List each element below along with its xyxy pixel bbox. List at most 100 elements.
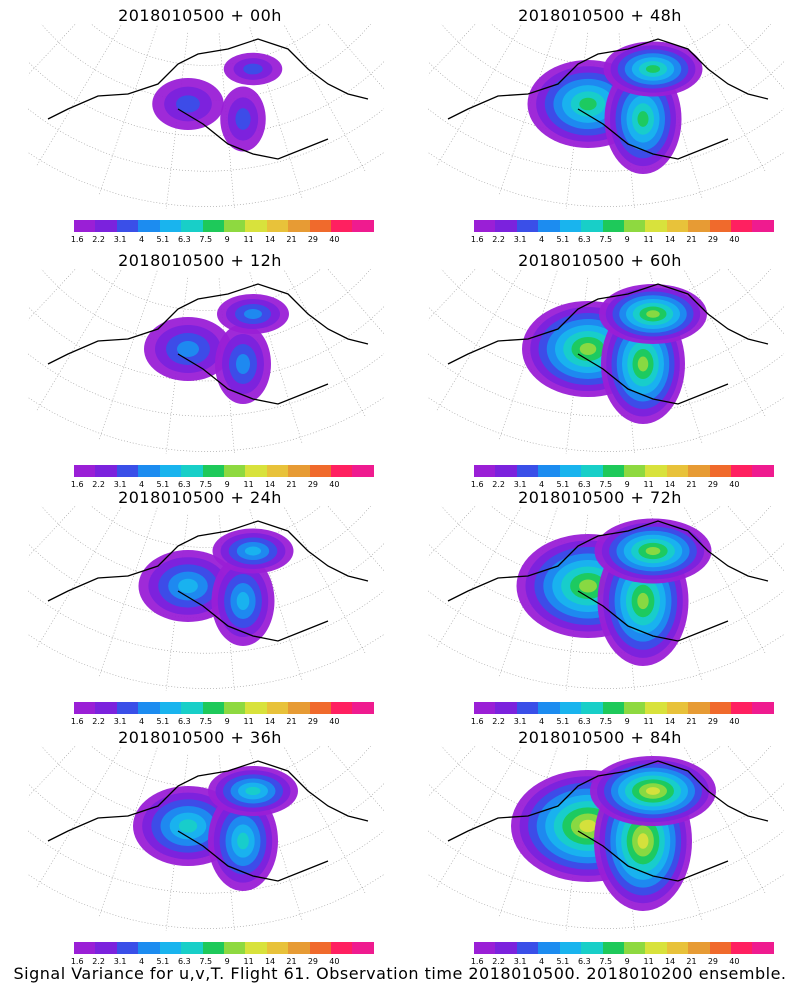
colorbar-tick-label: 14 [264,480,276,489]
colorbar-tick-label: 5.1 [556,235,570,244]
colorbar-tick-label: 21 [286,235,297,244]
colorbar-swatch [138,702,160,714]
coastline [47,760,369,842]
colorbar-tick-label: 40 [729,717,740,726]
colorbar-tick-label: 40 [729,957,740,966]
colorbar-tick-label: 5.1 [556,480,570,489]
colorbar-swatch [266,702,289,714]
colorbar-tick-label: 40 [729,480,740,489]
colorbar-swatch [309,702,332,714]
colorbar-tick-label: 4 [138,717,145,726]
longitude-line [727,24,784,90]
coastline [577,353,729,405]
colorbar [474,220,774,232]
colorbar-swatch [245,465,267,477]
colorbar-swatch [581,465,603,477]
colorbar-tick-label: 21 [686,480,697,489]
colorbar-swatch [181,220,203,232]
coastline [577,108,729,160]
colorbar-swatch [474,942,496,954]
forecast-panel-72h: 2018010500 + 72h 1.6 2.2 3.1 4 5.1 6.3 7.5 9 11 1… [420,484,784,729]
longitude-line [727,746,784,812]
colorbar-tick-label: 2.2 [92,957,105,966]
colorbar-swatch [559,942,582,954]
coastline [177,353,329,405]
colorbar-tick-label: 7.5 [599,957,613,966]
colorbar-tick-label: 29 [307,717,319,726]
colorbar-swatch [731,220,753,232]
latitude-line [28,590,384,654]
colorbar-tick-label: 29 [307,957,319,966]
longitude-line [98,747,158,919]
colorbar-swatch [309,220,332,232]
colorbar-swatch [202,942,224,954]
colorbar [474,465,774,477]
colorbar-tick-label: 4 [138,235,145,244]
variance-contour [579,343,597,355]
colorbar-swatch [538,942,560,954]
colorbar-swatch [645,942,667,954]
longitude-line [326,506,384,565]
colorbar-swatch [602,465,624,477]
longitude-line [727,269,784,335]
colorbar-swatch [309,942,332,954]
colorbar-swatch [202,465,224,477]
colorbar-swatch [581,220,603,232]
colorbar-swatch [352,220,374,232]
colorbar-swatch [181,942,203,954]
colorbar-tick-label: 14 [264,235,276,244]
colorbar-tick-label: 5.1 [556,717,570,726]
colorbar-tick-label: 2.2 [492,957,505,966]
panel-title: 2018010500 + 60h [518,251,682,270]
colorbar-tick-label: 4 [538,235,545,244]
colorbar-swatch [516,942,539,954]
colorbar-tick-label: 6.3 [177,717,191,726]
colorbar-swatch [116,220,139,232]
colorbar-tick-label: 1.6 [70,480,84,489]
colorbar-tick-label: 9 [224,957,230,966]
colorbar-swatch [159,220,182,232]
colorbar-swatch [495,465,517,477]
variance-contour [579,819,597,833]
longitude-line [428,746,483,795]
longitude-line [727,506,784,572]
panel-title: 2018010500 + 72h [518,488,682,507]
colorbar-tick-label: 2.2 [92,480,105,489]
variance-map [28,24,384,209]
colorbar-swatch [688,702,710,714]
coastline [47,283,369,365]
colorbar-tick-label: 1.6 [70,717,84,726]
longitude-line [428,506,483,555]
colorbar-swatch [74,220,96,232]
colorbar-tick-label: 4 [538,480,545,489]
colorbar-tick-label: 1.6 [470,717,484,726]
latitude-line [428,590,784,654]
colorbar-tick-label: 6.3 [177,957,191,966]
colorbar-ticks: 1.6 2.2 3.1 4 5.1 6.3 7.5 9 11 14 21 29 40 [460,480,780,492]
colorbar-swatch [202,702,224,714]
colorbar-tick-label: 2.2 [492,717,505,726]
colorbar-tick-label: 1.6 [70,235,84,244]
colorbar-swatch [602,702,624,714]
longitude-line [28,746,83,795]
colorbar-swatch [666,942,689,954]
colorbar-swatch [538,220,560,232]
colorbar-swatch [559,220,582,232]
longitude-line [326,269,384,328]
longitude-line [28,269,83,318]
colorbar-tick-label: 21 [686,717,697,726]
colorbar-tick-label: 21 [286,717,297,726]
variance-map [428,269,784,454]
coastline [447,760,769,842]
longitude-line [726,269,784,328]
colorbar-tick-label: 5.1 [156,235,170,244]
longitude-line [428,506,476,558]
coastline [447,38,769,120]
colorbar-tick-label: 2.2 [492,480,505,489]
longitude-line [28,506,76,558]
latitude-line [90,269,322,311]
colorbar-tick-label: 40 [329,235,340,244]
colorbar-tick-label: 9 [224,235,230,244]
colorbar-swatch [116,942,139,954]
colorbar-tick-label: 40 [329,480,340,489]
